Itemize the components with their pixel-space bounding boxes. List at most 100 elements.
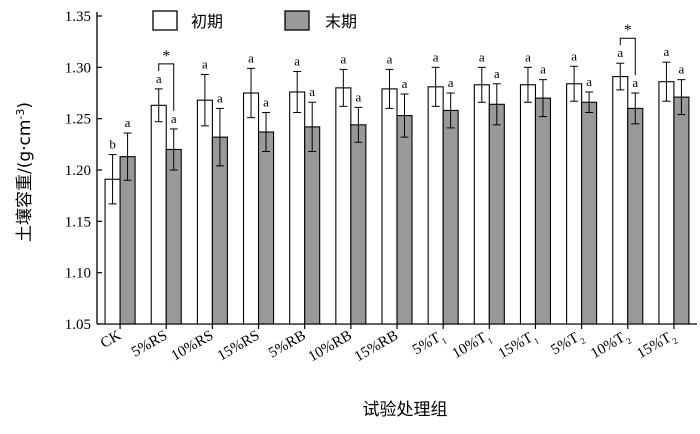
significance-letter: a: [263, 95, 269, 110]
y-tick-label: 1.15: [65, 214, 91, 230]
bar-initial: [150, 104, 167, 325]
significance-letter: b: [109, 137, 116, 152]
x-tick-label-main: 10%RS: [169, 328, 217, 365]
significance-letter: a: [448, 75, 454, 90]
significance-star: *: [162, 48, 170, 65]
x-tick-label-main: 5%T: [548, 330, 581, 358]
bar-final: [442, 109, 459, 325]
bar-final: [488, 103, 505, 325]
bar-final: [627, 107, 644, 325]
significance-letter: a: [494, 66, 500, 81]
x-tick-label: 10%T2: [588, 328, 633, 365]
legend-label-initial: 初期: [191, 12, 223, 31]
significance-letter: a: [540, 62, 546, 77]
x-tick-label: 15%T1: [496, 328, 541, 365]
bar-final: [534, 97, 552, 325]
significance-letter: a: [525, 49, 531, 64]
legend-swatch-initial: [152, 10, 178, 31]
x-axis-title: 试验处理组: [363, 400, 448, 420]
significance-letter: a: [586, 74, 592, 89]
bar-final: [304, 126, 321, 325]
significance-letter: a: [617, 45, 623, 60]
y-tick-label: 1.10: [65, 266, 91, 282]
significance-letter: a: [664, 44, 670, 59]
y-tick-label: 1.20: [65, 163, 91, 179]
bar-final: [257, 131, 275, 325]
bar-final: [119, 156, 136, 325]
significance-letter: a: [156, 71, 162, 86]
bar-final: [673, 96, 690, 325]
x-tick-label-sub: 2: [578, 335, 587, 346]
significance-letter: a: [479, 49, 485, 64]
significance-letter: a: [402, 76, 408, 91]
x-tick-label: 15%RS: [215, 328, 263, 365]
significance-bracket: [619, 37, 636, 75]
bar-final: [165, 148, 182, 325]
legend-swatch-final: [284, 10, 310, 31]
x-tick-label-main: 5%RS: [129, 328, 170, 361]
bar-initial: [335, 87, 352, 325]
bar-initial: [658, 81, 675, 325]
x-tick-label-main: 5%T: [410, 330, 443, 358]
significance-letter: a: [571, 48, 577, 63]
x-tick-label: 15%RB: [352, 328, 401, 366]
x-tick-label: 5%RS: [129, 328, 170, 361]
bar-final: [350, 124, 367, 325]
significance-star: *: [624, 22, 632, 39]
y-tick-label: 1.25: [65, 112, 91, 128]
significance-bracket: [158, 63, 175, 111]
x-tick-label: 15%T2: [634, 328, 679, 365]
x-tick-label: 10%T1: [450, 328, 495, 365]
legend: 初期 末期: [152, 10, 357, 31]
significance-letter: a: [387, 51, 393, 66]
significance-letter: a: [679, 62, 685, 77]
y-axis-title-sup: -3: [14, 109, 27, 120]
significance-letter: a: [309, 84, 315, 99]
x-tick-label-sub: 2: [671, 335, 680, 346]
y-tick-label: 1.30: [65, 60, 91, 76]
significance-letter: a: [632, 75, 638, 90]
significance-letter: a: [202, 57, 208, 72]
x-tick-label: 10%RB: [306, 328, 355, 366]
x-tick-label-sub: 2: [624, 335, 633, 346]
x-tick-label-sub: 1: [440, 335, 449, 346]
bar-initial: [473, 84, 490, 325]
x-tick-label-main: 10%T: [450, 330, 490, 362]
significance-letter: a: [125, 115, 131, 130]
x-tick-label-main: 15%RB: [352, 328, 401, 366]
significance-letter: a: [433, 49, 439, 64]
y-axis-title: 土壤容重/(g·cm-3): [14, 102, 36, 242]
y-tick-label: 1.05: [65, 317, 91, 333]
significance-letter: a: [340, 51, 346, 66]
bar-initial: [242, 92, 260, 325]
x-tick-label: 5%RB: [266, 328, 309, 362]
bar-final: [581, 101, 598, 325]
x-tick-label: CK: [98, 328, 124, 352]
x-tick-label: 5%T1: [410, 328, 449, 361]
bar-initial: [381, 88, 398, 325]
bars-layer: [104, 61, 690, 325]
x-tick-label-main: 10%RB: [306, 328, 355, 366]
y-axis-title-main: 土壤容重/(g·cm: [14, 120, 35, 242]
x-tick-label: 10%RS: [169, 328, 217, 365]
bar-initial: [519, 84, 537, 325]
x-tick-label-main: 15%T: [634, 330, 674, 362]
legend-label-final: 末期: [325, 12, 357, 31]
x-tick-label-main: 10%T: [588, 330, 628, 362]
bar-initial: [612, 76, 629, 325]
x-tick-label: 5%T2: [548, 328, 587, 361]
significance-letter: a: [217, 90, 223, 105]
y-tick-label: 1.35: [65, 9, 91, 25]
bar-initial: [566, 83, 583, 325]
bar-final: [396, 115, 413, 325]
significance-letter: a: [294, 53, 300, 68]
significance-letter: a: [248, 50, 254, 65]
bar-initial: [196, 99, 213, 325]
x-tick-label-sub: 1: [532, 335, 541, 346]
x-tick-label-main: 15%RS: [215, 328, 263, 365]
bar-initial: [427, 86, 444, 325]
x-tick-label-main: CK: [98, 328, 124, 352]
x-tick-label-sub: 1: [486, 335, 495, 346]
significance-letter: a: [171, 111, 177, 126]
